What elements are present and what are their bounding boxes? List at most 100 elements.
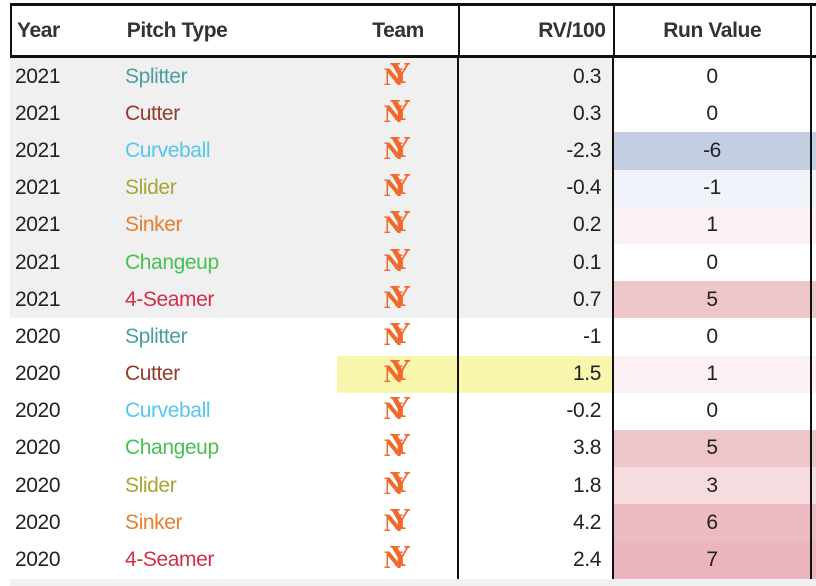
logo-letter-n: N — [383, 213, 404, 240]
logo-letter-n: N — [383, 324, 404, 351]
logo-letter-y: Y — [390, 542, 410, 574]
team-cell: Y N — [337, 132, 457, 169]
mets-logo-icon: Y N — [383, 207, 411, 241]
rv100-cell: -1 — [457, 318, 612, 356]
year-cell: 2020 — [15, 362, 61, 386]
rv100-cell: 0.7 — [457, 281, 612, 319]
logo-letter-y: Y — [390, 504, 410, 536]
header-year[interactable]: Year — [17, 18, 60, 42]
pitch-type-cell: Changeup — [125, 250, 219, 274]
mets-logo-icon: Y N — [384, 542, 411, 576]
logo-letter-n: N — [383, 473, 404, 500]
year-cell: 2020 — [15, 473, 61, 497]
logo-letter-y: Y — [390, 281, 410, 313]
next-row-partial — [10, 578, 816, 586]
year-cell: 2021 — [15, 101, 61, 125]
run-value-cell: 0 — [612, 243, 810, 282]
logo-letter-n: N — [383, 510, 404, 537]
mets-logo-icon: Y N — [383, 132, 411, 167]
logo-letter-n: N — [383, 250, 404, 277]
next-column-cell-partial — [810, 355, 816, 393]
table-row: 2020 Slider Y N 1.8 3 — [10, 467, 816, 505]
next-column-cell-partial — [810, 281, 816, 319]
team-cell: Y N — [337, 170, 457, 207]
table-row: 2021 Curveball Y N -2.3 -6 — [10, 132, 816, 170]
rv100-cell: 1.5 — [457, 355, 612, 393]
logo-letter-n: N — [383, 287, 404, 314]
mets-logo-icon: Y N — [383, 504, 411, 539]
table-row: 2021 Changeup Y N 0.1 0 — [10, 243, 816, 282]
logo-letter-y: Y — [390, 244, 410, 276]
mets-logo-icon: Y N — [383, 430, 411, 464]
pitch-type-cell: Splitter — [125, 324, 188, 348]
logo-letter-y: Y — [390, 95, 410, 127]
logo-letter-n: N — [383, 436, 404, 463]
table-row: 2020 4-Seamer Y N 2.4 7 — [10, 541, 816, 579]
pitch-type-cell: Cutter — [125, 362, 180, 386]
table-header-row: Year Pitch Type Team RV/100 Run Value — [10, 3, 816, 58]
year-cell: 2021 — [15, 250, 61, 274]
mets-logo-icon: Y N — [383, 244, 411, 279]
logo-letter-y: Y — [390, 207, 410, 239]
run-value-cell: 0 — [612, 58, 810, 96]
logo-letter-y: Y — [390, 393, 410, 425]
next-column-cell-partial — [810, 318, 816, 356]
team-cell: Y N — [337, 355, 457, 393]
run-value-cell: 1 — [612, 355, 810, 393]
pitch-type-cell: Sinker — [125, 213, 183, 237]
pitch-type-cell: Slider — [125, 176, 177, 200]
logo-letter-n: N — [383, 362, 404, 389]
year-cell: 2020 — [15, 399, 61, 423]
team-cell: Y N — [337, 244, 457, 281]
header-rv100[interactable]: RV/100 — [457, 6, 613, 55]
team-cell: Y N — [337, 541, 457, 578]
header-team[interactable]: Team — [372, 18, 424, 42]
table-row: 2021 Splitter Y N 0.3 0 — [10, 58, 816, 96]
logo-letter-y: Y — [390, 430, 410, 462]
rv100-cell: 1.8 — [457, 467, 612, 505]
run-value-cell: 0 — [612, 392, 810, 430]
mets-logo-icon: Y N — [383, 356, 411, 390]
pitch-type-cell: Cutter — [125, 101, 180, 125]
team-cell: Y N — [337, 430, 457, 467]
year-cell: 2021 — [15, 176, 61, 200]
next-column-cell-partial — [810, 132, 816, 170]
next-column-cell-partial — [810, 169, 816, 207]
logo-letter-n: N — [383, 138, 404, 165]
mets-logo-icon: Y N — [384, 95, 411, 130]
rv100-cell: 0.2 — [457, 206, 612, 244]
team-cell: Y N — [337, 393, 457, 430]
logo-letter-y: Y — [390, 132, 410, 164]
pitch-type-cell: Curveball — [125, 138, 211, 162]
mets-logo-icon: Y N — [383, 468, 411, 502]
logo-letter-n: N — [383, 176, 404, 203]
table-row: 2020 Cutter Y N 1.5 1 — [10, 355, 816, 393]
team-cell: Y N — [337, 281, 457, 318]
pitch-type-cell: Sinker — [125, 510, 183, 534]
logo-letter-y: Y — [390, 356, 410, 388]
pitch-type-cell: Changeup — [125, 436, 219, 460]
table-row: 2020 Curveball Y N -0.2 0 — [10, 392, 816, 430]
pitch-type-cell: Curveball — [125, 399, 211, 423]
logo-letter-y: Y — [390, 318, 410, 350]
table-row: 2020 Splitter Y N -1 0 — [10, 318, 816, 356]
pitch-type-cell: 4-Seamer — [125, 548, 215, 572]
mets-logo-icon: Y N — [383, 318, 411, 353]
team-cell: Y N — [337, 58, 457, 95]
next-column-cell-partial — [810, 504, 816, 542]
rv100-cell: -2.3 — [457, 132, 612, 170]
logo-letter-n: N — [383, 64, 404, 91]
table-body: 2021 Splitter Y N 0.3 0 2021 Cutter Y N … — [10, 58, 816, 579]
logo-letter-n: N — [383, 399, 404, 426]
year-cell: 2021 — [15, 64, 61, 88]
run-value-cell: 7 — [612, 541, 810, 579]
next-column-cell-partial — [810, 467, 816, 505]
header-pitch-type[interactable]: Pitch Type — [126, 18, 228, 42]
year-cell: 2021 — [15, 213, 61, 237]
table-row: 2021 Slider Y N -0.4 -1 — [10, 169, 816, 207]
header-run-value[interactable]: Run Value — [612, 6, 810, 55]
next-column-cell-partial — [810, 206, 816, 244]
run-value-cell: 0 — [612, 95, 810, 133]
mets-logo-icon: Y N — [383, 393, 411, 427]
pitch-type-cell: 4-Seamer — [125, 287, 215, 311]
